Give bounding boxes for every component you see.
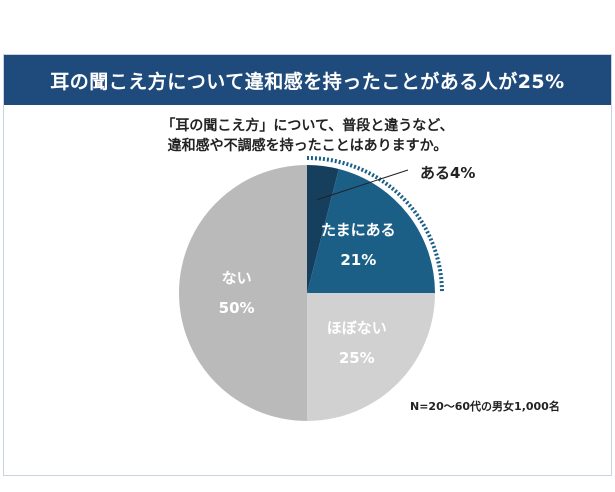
slice-value-1: 21% bbox=[340, 251, 376, 269]
pie-slice-1 bbox=[307, 169, 435, 293]
question-line-1: 「耳の聞こえ方」について、普段と違うなど、 bbox=[161, 118, 454, 134]
pie-slice-2 bbox=[307, 293, 435, 421]
slice-value-2: 25% bbox=[339, 349, 375, 367]
slice-label-2: ほぼない bbox=[327, 319, 387, 337]
slice-label-1: たまにある bbox=[321, 221, 396, 239]
slice-label-0: ある4% bbox=[420, 164, 475, 182]
leader-line bbox=[316, 169, 409, 201]
pie-slice-0 bbox=[307, 165, 339, 293]
sample-note: N=20〜60代の男女1,000名 bbox=[410, 399, 560, 413]
pie-slice-3 bbox=[179, 165, 307, 421]
slice-value-3: 50% bbox=[219, 299, 255, 317]
highlight-dotted-arc bbox=[306, 156, 444, 294]
question-line-2: 違和感や不調感を持ったことはありますか。 bbox=[167, 138, 448, 154]
chart-title: 耳の聞こえ方について違和感を持ったことがある人が25% bbox=[4, 55, 611, 105]
slice-label-3: ない bbox=[222, 269, 252, 287]
